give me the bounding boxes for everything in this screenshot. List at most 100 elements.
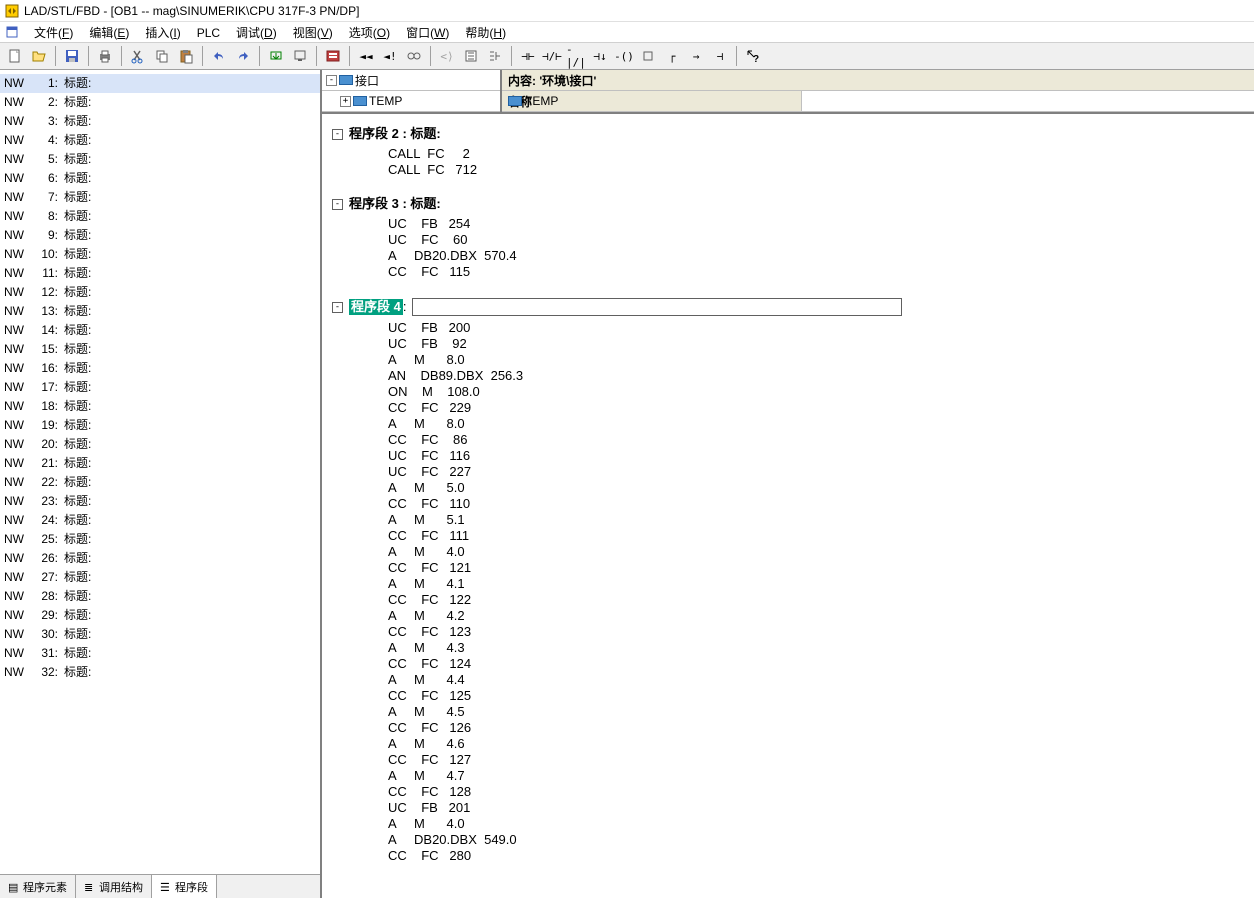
collapse-icon[interactable]: - — [326, 75, 337, 86]
network-row[interactable]: NW6:标题: — [0, 169, 320, 188]
left-tab-1[interactable]: ≣调用结构 — [76, 875, 152, 898]
network-row[interactable]: NW31:标题: — [0, 644, 320, 663]
coil2-icon[interactable]: -() — [613, 45, 635, 67]
code-block[interactable]: UC FB 254 UC FC 60 A DB20.DBX 570.4 CC F… — [388, 216, 1244, 280]
segment-header[interactable]: -程序段 4 : — [332, 298, 1244, 316]
menu-E[interactable]: 编辑(E) — [81, 24, 137, 42]
paste-icon[interactable] — [175, 45, 197, 67]
code-block[interactable]: UC FB 200 UC FB 92 A M 8.0 AN DB89.DBX 2… — [388, 320, 1244, 864]
network-row[interactable]: NW19:标题: — [0, 416, 320, 435]
network-row[interactable]: NW25:标题: — [0, 530, 320, 549]
menu-D[interactable]: 调试(D) — [228, 24, 285, 42]
network-row[interactable]: NW26:标题: — [0, 549, 320, 568]
network-row[interactable]: NW12:标题: — [0, 283, 320, 302]
network-row[interactable]: NW28:标题: — [0, 587, 320, 606]
network-row[interactable]: NW24:标题: — [0, 511, 320, 530]
save-icon[interactable] — [61, 45, 83, 67]
left-tab-2[interactable]: ☰程序段 — [152, 875, 217, 898]
help-icon[interactable]: ? — [742, 45, 764, 67]
segment-header[interactable]: -程序段 3 : 标题: — [332, 196, 1244, 212]
db-icon — [353, 96, 367, 106]
content-label: 内容: '环境\接口' — [508, 72, 596, 89]
collapse-icon[interactable]: - — [332, 199, 343, 210]
separator — [202, 46, 203, 66]
network-row[interactable]: NW29:标题: — [0, 606, 320, 625]
open-file-icon[interactable] — [28, 45, 50, 67]
network-row[interactable]: NW3:标题: — [0, 112, 320, 131]
network-row[interactable]: NW22:标题: — [0, 473, 320, 492]
network-row[interactable]: NW15:标题: — [0, 340, 320, 359]
prev-block-icon[interactable]: ◄◄ — [355, 45, 377, 67]
collapse-icon[interactable]: - — [332, 302, 343, 313]
network-row[interactable]: NW10:标题: — [0, 245, 320, 264]
main-area: NW1:标题:NW2:标题:NW3:标题:NW4:标题:NW5:标题:NW6:标… — [0, 70, 1254, 898]
new-file-icon[interactable] — [4, 45, 26, 67]
network-row[interactable]: NW20:标题: — [0, 435, 320, 454]
tree-icon[interactable] — [484, 45, 506, 67]
network-row[interactable]: NW27:标题: — [0, 568, 320, 587]
undo-icon[interactable] — [208, 45, 230, 67]
separator — [55, 46, 56, 66]
print-icon[interactable] — [94, 45, 116, 67]
glasses-icon[interactable] — [403, 45, 425, 67]
tab-icon: ≣ — [84, 881, 96, 893]
network-row[interactable]: NW18:标题: — [0, 397, 320, 416]
network-row[interactable]: NW13:标题: — [0, 302, 320, 321]
menu-items: 文件(F)编辑(E)插入(I)PLC调试(D)视图(V)选项(O)窗口(W)帮助… — [26, 24, 514, 41]
contact-nc-icon[interactable]: ⊣/⊢ — [541, 45, 563, 67]
menu-V[interactable]: 视图(V) — [285, 24, 341, 42]
menu-F[interactable]: 文件(F) — [26, 24, 81, 42]
network-row[interactable]: NW23:标题: — [0, 492, 320, 511]
download-icon[interactable] — [265, 45, 287, 67]
menu-PLC[interactable]: PLC — [189, 24, 228, 42]
network-row[interactable]: NW8:标题: — [0, 207, 320, 226]
branch-open-icon[interactable]: ┌ — [661, 45, 683, 67]
network-row[interactable]: NW14:标题: — [0, 321, 320, 340]
network-row[interactable]: NW7:标题: — [0, 188, 320, 207]
code-area[interactable]: -程序段 2 : 标题: CALL FC 2 CALL FC 712 -程序段 3 … — [322, 114, 1254, 898]
conn-icon[interactable]: ⊣ — [709, 45, 731, 67]
network-row[interactable]: NW2:标题: — [0, 93, 320, 112]
menu-W[interactable]: 窗口(W) — [398, 24, 457, 42]
network-row[interactable]: NW30:标题: — [0, 625, 320, 644]
monitor-icon[interactable] — [289, 45, 311, 67]
network-row[interactable]: NW17:标题: — [0, 378, 320, 397]
left-tab-0[interactable]: ▤程序元素 — [0, 875, 76, 898]
network-row[interactable]: NW5:标题: — [0, 150, 320, 169]
menu-H[interactable]: 帮助(H) — [457, 24, 514, 42]
redo-icon[interactable] — [232, 45, 254, 67]
coil-icon[interactable]: -|/| — [565, 45, 587, 67]
network-row[interactable]: NW1:标题: — [0, 74, 320, 93]
name-row: 名称 — [502, 91, 1254, 112]
network-row[interactable]: NW11:标题: — [0, 264, 320, 283]
network-row[interactable]: NW9:标题: — [0, 226, 320, 245]
contact-no-icon[interactable]: ⊣⊢ — [517, 45, 539, 67]
tree-root-row[interactable]: - 接口 — [322, 70, 500, 91]
code-block[interactable]: CALL FC 2 CALL FC 712 — [388, 146, 1244, 178]
expand-icon[interactable]: + — [340, 96, 351, 107]
network-row[interactable]: NW16:标题: — [0, 359, 320, 378]
network-row[interactable]: NW21:标题: — [0, 454, 320, 473]
doc-icon — [4, 24, 20, 40]
menu-O[interactable]: 选项(O) — [341, 24, 398, 42]
menu-I[interactable]: 插入(I) — [137, 24, 188, 42]
network-row[interactable]: NW32:标题: — [0, 663, 320, 682]
network-row[interactable]: NW4:标题: — [0, 131, 320, 150]
toolbar: ◄◄ ◄! <⟩ ⊣⊢ ⊣/⊢ -|/| ⊣↓ -() ┌ → ⊣ ? — [0, 42, 1254, 70]
tree-child-row[interactable]: + TEMP — [322, 91, 500, 112]
separator — [316, 46, 317, 66]
separator — [259, 46, 260, 66]
copy-icon[interactable] — [151, 45, 173, 67]
reference-icon[interactable] — [322, 45, 344, 67]
db-icon — [339, 75, 353, 85]
segment-title-input[interactable] — [412, 298, 902, 316]
output-icon[interactable]: ⊣↓ — [589, 45, 611, 67]
cut-icon[interactable] — [127, 45, 149, 67]
sim-icon[interactable]: <⟩ — [436, 45, 458, 67]
collapse-icon[interactable]: - — [332, 129, 343, 140]
prev-icon[interactable]: ◄! — [379, 45, 401, 67]
list-icon[interactable] — [460, 45, 482, 67]
box-icon[interactable] — [637, 45, 659, 67]
branch-close-icon[interactable]: → — [685, 45, 707, 67]
segment-header[interactable]: -程序段 2 : 标题: — [332, 126, 1244, 142]
